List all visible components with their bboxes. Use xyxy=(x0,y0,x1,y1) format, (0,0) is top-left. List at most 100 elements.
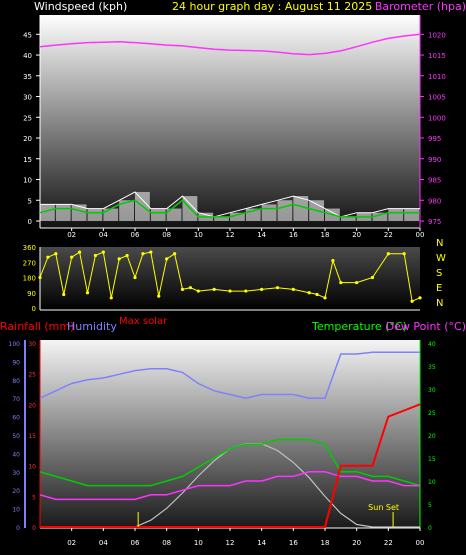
dew-point-label: Dew Point (°C) xyxy=(386,320,466,333)
wind-x-tick: 10 xyxy=(194,231,203,239)
rainfall-line xyxy=(40,403,421,528)
temperature-axis-tick: 25 xyxy=(428,410,436,417)
rain-axis-tick: 25 xyxy=(28,372,36,379)
windspeed-bar xyxy=(166,208,182,221)
barometer-axis-tick: 1020 xyxy=(428,31,446,39)
windspeed-bar xyxy=(388,208,404,221)
wind-axis-tick: 0 xyxy=(28,218,32,226)
barometer-line xyxy=(39,33,421,56)
windspeed-bar xyxy=(71,204,87,221)
windspeed-bar xyxy=(261,204,277,221)
humidity-axis-tick: 40 xyxy=(12,451,20,458)
wind-x-tick: 00 xyxy=(416,231,425,239)
direction-compass-label: S xyxy=(436,268,442,279)
graph-title: 24 hour graph day : August 11 2025 xyxy=(172,0,372,13)
direction-axis-tick: 90 xyxy=(27,290,36,298)
humidity-axis-tick: 90 xyxy=(12,359,20,366)
humidity-axis-tick: 70 xyxy=(12,396,20,403)
rain-axis-tick: 30 xyxy=(28,341,36,348)
temperature-x-tick: 14 xyxy=(257,539,266,547)
dew-point-line xyxy=(39,471,420,501)
temperature-x-tick: 22 xyxy=(384,539,393,547)
wind-panel-bg xyxy=(40,15,420,228)
humidity-axis-tick: 50 xyxy=(12,433,20,440)
wind-x-tick: 02 xyxy=(67,231,76,239)
temperature-axis-tick: 10 xyxy=(428,479,436,486)
wind-direction-line xyxy=(39,251,421,302)
windspeed-bar xyxy=(40,204,55,221)
windspeed-bar xyxy=(340,216,356,221)
rain-axis-tick: 0 xyxy=(32,525,36,532)
direction-axis-tick: 270 xyxy=(23,259,36,267)
rain-axis-tick: 10 xyxy=(28,464,36,471)
wind-axis-tick: 10 xyxy=(23,177,32,185)
temperature-x-tick: 02 xyxy=(67,539,76,547)
windspeed-bar xyxy=(372,212,388,221)
rain-axis-tick: 5 xyxy=(32,494,36,501)
temperature-line xyxy=(39,438,421,487)
wind-x-tick: 12 xyxy=(226,231,235,239)
wind-x-tick: 06 xyxy=(131,231,140,239)
windspeed-bar xyxy=(55,204,71,221)
humidity-label: Humidity xyxy=(67,320,117,333)
wind-axis-tick: 25 xyxy=(23,114,32,122)
temperature-x-tick: 00 xyxy=(416,539,425,547)
windspeed-avg-line xyxy=(39,199,420,218)
barometer-axis-tick: 1010 xyxy=(428,73,446,81)
direction-compass-label: E xyxy=(436,283,442,294)
wind-axis-tick: 35 xyxy=(23,73,32,81)
barometer-axis-tick: 1000 xyxy=(428,114,446,122)
wind-axis-tick: 40 xyxy=(23,52,32,60)
windspeed-bar xyxy=(277,200,293,221)
barometer-axis-tick: 980 xyxy=(428,197,441,205)
temperature-x-tick: 20 xyxy=(352,539,361,547)
direction-axis-tick: 360 xyxy=(23,244,36,252)
windspeed-bar xyxy=(103,208,119,221)
wind-x-tick: 14 xyxy=(257,231,266,239)
barometer-label: Barometer (hpa) xyxy=(375,0,466,13)
humidity-axis-tick: 10 xyxy=(12,507,20,514)
windspeed-bar xyxy=(150,208,166,221)
windspeed-bar xyxy=(293,196,309,221)
barometer-axis-tick: 995 xyxy=(428,135,441,143)
wind-x-tick: 08 xyxy=(162,231,171,239)
windspeed-label: Windspeed (kph) xyxy=(34,0,127,13)
wind-axis-tick: 20 xyxy=(23,135,32,143)
temperature-axis-tick: 40 xyxy=(428,341,436,348)
humidity-axis-tick: 80 xyxy=(12,378,20,385)
windspeed-line xyxy=(40,191,420,218)
temperature-x-tick: 08 xyxy=(162,539,171,547)
wind-x-tick: 20 xyxy=(352,231,361,239)
direction-compass-label: N xyxy=(436,298,443,309)
temperature-axis-tick: 5 xyxy=(428,502,432,509)
rain-axis-tick: 15 xyxy=(28,433,36,440)
windspeed-bar xyxy=(404,208,419,221)
wind-x-tick: 18 xyxy=(321,231,330,239)
humidity-line xyxy=(39,351,420,399)
temperature-x-tick: 04 xyxy=(99,539,108,547)
windspeed-bar xyxy=(230,212,245,221)
barometer-axis-tick: 985 xyxy=(428,177,441,185)
barometer-axis-tick: 975 xyxy=(428,218,441,226)
direction-panel-bg xyxy=(40,247,420,310)
windspeed-bar xyxy=(87,208,103,221)
temperature-x-tick: 16 xyxy=(289,539,298,547)
wind-axis-tick: 5 xyxy=(28,197,32,205)
temperature-axis-tick: 0 xyxy=(428,525,432,532)
wind-axis-tick: 45 xyxy=(23,31,32,39)
sunset-label: Sun Set xyxy=(368,503,399,512)
humidity-axis-tick: 20 xyxy=(12,488,20,495)
wind-x-tick: 16 xyxy=(289,231,298,239)
temperature-axis-tick: 20 xyxy=(428,433,436,440)
humidity-axis-tick: 30 xyxy=(12,470,20,477)
temperature-axis-tick: 30 xyxy=(428,387,436,394)
direction-compass-label: W xyxy=(436,253,446,264)
temperature-x-tick: 06 xyxy=(131,539,140,547)
humidity-axis-tick: 100 xyxy=(9,341,21,348)
wind-axis-tick: 30 xyxy=(23,94,32,102)
barometer-axis-tick: 990 xyxy=(428,156,441,164)
max-solar-label: Max solar xyxy=(119,316,168,327)
temperature-panel-bg xyxy=(40,340,420,528)
